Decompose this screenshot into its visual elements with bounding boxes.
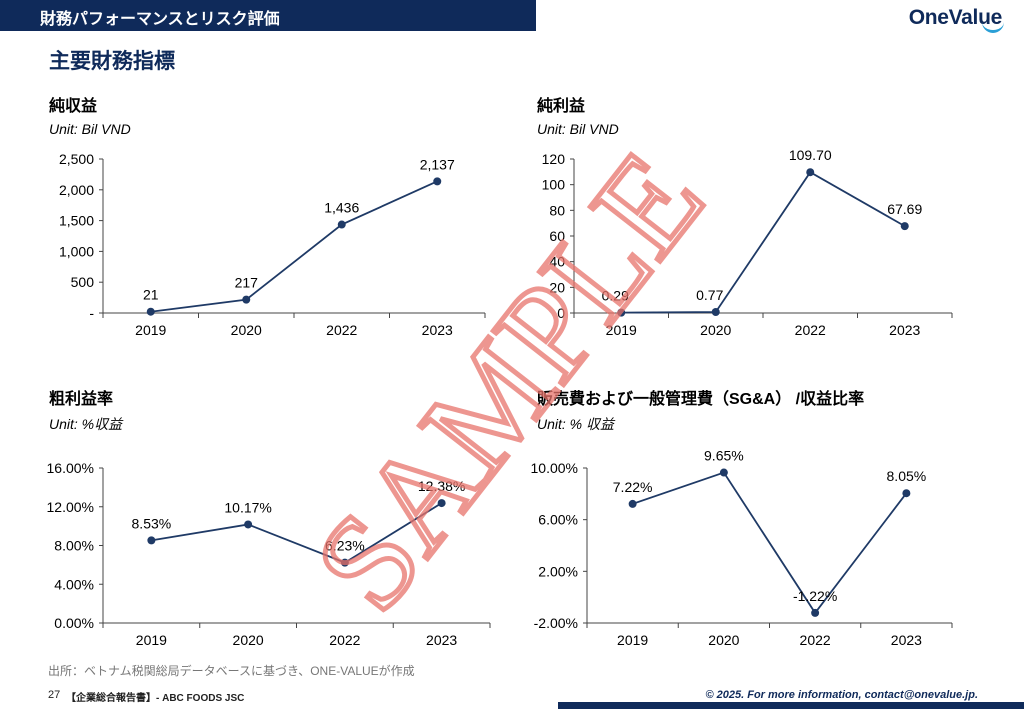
data-point — [337, 220, 346, 229]
x-tick-label: 2019 — [617, 632, 648, 648]
data-label: 10.17% — [224, 499, 271, 515]
x-tick-label: 2020 — [233, 632, 264, 648]
data-label: 8.53% — [132, 515, 172, 531]
x-tick-label: 2019 — [606, 322, 637, 338]
x-tick-label: 2020 — [708, 632, 739, 648]
page-number: 27 — [48, 689, 61, 701]
y-tick-label: 2,500 — [59, 151, 94, 167]
series-line — [151, 502, 443, 564]
data-label: 7.22% — [613, 479, 653, 495]
y-tick-label: 16.00% — [47, 460, 94, 476]
y-tick-label: 40 — [549, 254, 565, 270]
data-label: 217 — [235, 275, 259, 291]
chart-unit-gross-margin: Unit: %収益 — [49, 416, 123, 432]
chart-title-gross-margin: 粗利益率 — [49, 391, 114, 408]
data-point — [340, 558, 349, 567]
y-tick-label: 1,000 — [59, 243, 94, 259]
data-label: 12.38% — [418, 478, 465, 494]
copyright-note: © 2025. For more information, contact@on… — [705, 689, 979, 701]
x-tick-label: 2023 — [889, 322, 920, 338]
x-tick-label: 2019 — [135, 322, 166, 338]
x-tick-label: 2023 — [422, 322, 453, 338]
y-tick-label: -2.00% — [534, 615, 578, 631]
series-line — [632, 471, 908, 615]
x-tick-label: 2023 — [426, 632, 457, 648]
x-tick-label: 2019 — [136, 632, 167, 648]
document-name: 【企業総合報告書】- ABC FOODS JSC — [66, 693, 245, 704]
bottom-bar — [558, 702, 1024, 709]
series-line — [150, 180, 438, 313]
data-point — [146, 307, 155, 316]
data-point — [242, 295, 251, 304]
y-tick-label: 6.00% — [538, 512, 578, 528]
data-label: 109.70 — [789, 147, 832, 163]
x-tick-label: 2020 — [700, 322, 731, 338]
data-label: 21 — [143, 287, 159, 303]
y-tick-label: 500 — [71, 274, 95, 290]
y-tick-label: 10.00% — [531, 460, 578, 476]
data-point — [433, 177, 442, 186]
data-label: 6.23% — [325, 538, 365, 554]
y-tick-label: 1,500 — [59, 213, 94, 229]
x-tick-label: 2022 — [326, 322, 357, 338]
chart-title-sga-ratio: 販売費および一般管理費（SG&A） /収益比率 — [537, 391, 865, 408]
y-tick-label: 0 — [557, 305, 565, 321]
data-point — [147, 536, 156, 545]
data-point — [628, 499, 637, 508]
y-tick-label: 4.00% — [54, 576, 94, 592]
data-point — [902, 489, 911, 498]
chart-unit-net-profit: Unit: Bil VND — [537, 121, 619, 137]
y-tick-label: 100 — [542, 177, 566, 193]
chart-unit-revenue: Unit: Bil VND — [49, 121, 131, 137]
y-tick-label: 2,000 — [59, 182, 94, 198]
chart-title-net-profit: 純利益 — [537, 98, 586, 115]
source-note: 出所：ベトナム税関総局データベースに基づき、ONE-VALUEが作成 — [48, 664, 415, 678]
data-label: 0.77 — [696, 287, 723, 303]
page-title: 主要財務指標 — [49, 50, 175, 73]
data-point — [437, 499, 446, 508]
x-tick-label: 2023 — [891, 632, 922, 648]
data-label: 8.05% — [887, 468, 927, 484]
y-tick-label: 8.00% — [54, 538, 94, 554]
y-tick-label: 20 — [549, 279, 565, 295]
onevalue-logo: OneValue — [908, 6, 1003, 29]
logo-arc-icon — [982, 22, 1004, 33]
data-point — [900, 222, 909, 231]
data-label: 2,137 — [420, 156, 455, 172]
x-tick-label: 2020 — [231, 322, 262, 338]
data-label: -1.22% — [793, 588, 837, 604]
data-label: 67.69 — [887, 201, 922, 217]
header-bar: 財務パフォーマンスとリスク評価 — [0, 0, 536, 31]
x-tick-label: 2022 — [329, 632, 360, 648]
series-line — [621, 171, 906, 314]
y-tick-label: 60 — [549, 228, 565, 244]
y-tick-label: 80 — [549, 202, 565, 218]
data-point — [711, 308, 720, 317]
y-tick-label: - — [89, 305, 94, 321]
data-label: 0.29 — [602, 288, 629, 304]
data-point — [806, 168, 815, 177]
y-tick-label: 120 — [542, 151, 566, 167]
data-label: 1,436 — [324, 200, 359, 216]
data-point — [811, 608, 820, 617]
y-tick-label: 2.00% — [538, 563, 578, 579]
x-tick-label: 2022 — [795, 322, 826, 338]
header-title: 財務パフォーマンスとリスク評価 — [40, 11, 280, 28]
chart-title-revenue: 純収益 — [49, 98, 98, 115]
y-tick-label: 12.00% — [47, 499, 94, 515]
y-tick-label: 0.00% — [54, 615, 94, 631]
x-tick-label: 2022 — [800, 632, 831, 648]
data-point — [719, 468, 728, 477]
data-label: 9.65% — [704, 448, 744, 464]
data-point — [617, 308, 626, 317]
chart-unit-sga-ratio: Unit: % 収益 — [537, 416, 615, 432]
data-point — [244, 520, 253, 529]
